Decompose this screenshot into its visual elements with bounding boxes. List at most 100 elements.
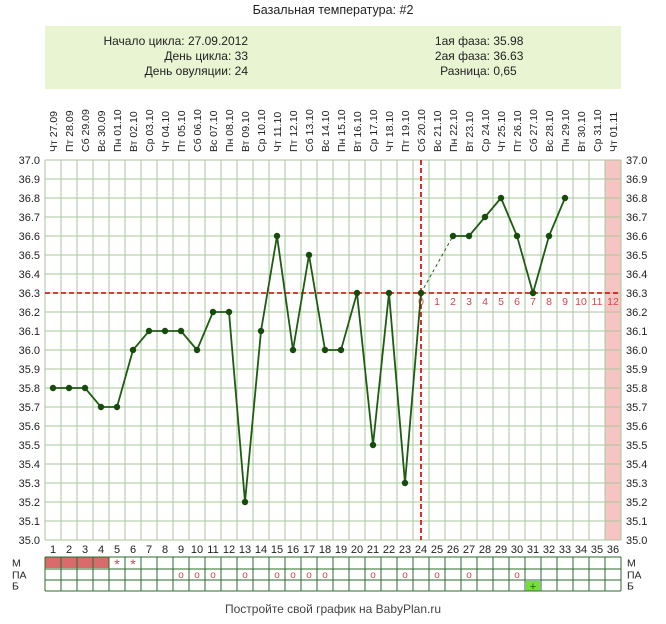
y-tick-label-right: 35.3 (626, 478, 647, 490)
date-label: Вт 23.10 (464, 111, 476, 152)
y-tick-label-right: 35.1 (626, 516, 647, 528)
temperature-point (513, 232, 521, 240)
y-tick-label-left: 36.2 (19, 307, 40, 319)
day-number: 4 (98, 544, 104, 556)
date-label: Ср 03.10 (144, 109, 156, 152)
row-label-left: ПА (12, 570, 27, 582)
y-tick-label-right: 36.2 (626, 307, 647, 319)
footer-link[interactable]: Постройте свой график на BabyPlan.ru (224, 602, 442, 616)
intercourse-mark: o (322, 570, 328, 581)
temperature-point (481, 213, 489, 221)
luteal-day-label: 7 (530, 296, 536, 308)
intercourse-mark: o (274, 570, 280, 581)
date-label: Сб 27.10 (528, 109, 540, 152)
y-tick-label-left: 37.0 (19, 155, 40, 167)
temperature-point (49, 384, 57, 392)
phase1-row: 1ая фаза: 35.98 (434, 34, 524, 48)
menses-cell (45, 557, 62, 568)
temperature-point (353, 289, 361, 297)
temperature-gap-line (420, 235, 454, 294)
date-label: Пн 22.10 (448, 109, 460, 152)
y-tick-label-left: 35.4 (19, 459, 40, 471)
day-number: 19 (335, 544, 347, 556)
y-tick-label-right: 36.9 (626, 174, 647, 186)
intercourse-mark: o (434, 570, 440, 581)
intercourse-mark: o (306, 570, 312, 581)
y-tick-label-right: 35.2 (626, 497, 647, 509)
y-tick-label-right: 36.3 (626, 288, 647, 300)
menses-cell (77, 557, 94, 568)
y-tick-label-right: 35.5 (626, 440, 647, 452)
menses-star: * (130, 556, 136, 572)
day-number: 25 (431, 544, 443, 556)
day-number: 28 (479, 544, 491, 556)
day-number: 24 (415, 544, 427, 556)
temperature-point (145, 327, 153, 335)
day-number: 23 (399, 544, 411, 556)
luteal-day-label: 6 (514, 296, 520, 308)
y-tick-label-left: 35.7 (19, 402, 40, 414)
cycle-day-row: День цикла: 33 (164, 49, 248, 63)
temperature-point (177, 327, 185, 335)
intercourse-mark: o (210, 570, 216, 581)
luteal-day-label: 10 (575, 296, 587, 308)
date-label: Пт 05.10 (176, 110, 188, 152)
y-tick-label-right: 36.7 (626, 212, 647, 224)
date-label: Вт 30.10 (576, 111, 588, 152)
day-number: 12 (223, 544, 235, 556)
y-tick-label-right: 35.6 (626, 421, 647, 433)
date-label: Вт 02.10 (128, 111, 140, 152)
y-tick-label-left: 36.9 (19, 174, 40, 186)
temperature-point (193, 346, 201, 354)
date-label: Вт 09.10 (240, 111, 252, 152)
day-number: 11 (207, 544, 218, 556)
intercourse-mark: o (290, 570, 296, 581)
temperature-point (305, 251, 313, 259)
y-tick-label-right: 35.0 (626, 535, 647, 547)
temperature-point (465, 232, 473, 240)
day-number: 15 (271, 544, 283, 556)
day-number: 16 (287, 544, 299, 556)
temperature-point (65, 384, 73, 392)
temperature-point (417, 289, 425, 297)
date-label: Вт 16.10 (352, 111, 364, 152)
y-tick-label-left: 35.1 (19, 516, 40, 528)
day-number: 20 (351, 544, 363, 556)
y-tick-label-left: 36.6 (19, 231, 40, 243)
intercourse-mark: o (514, 570, 520, 581)
date-label: Ср 24.10 (480, 109, 492, 152)
intercourse-mark: o (178, 570, 184, 581)
phase1-value: 35.98 (493, 34, 524, 48)
temperature-point (129, 346, 137, 354)
y-tick-label-left: 35.0 (19, 535, 40, 547)
intercourse-mark: o (370, 570, 376, 581)
day-number: 3 (82, 544, 88, 556)
day-number: 8 (162, 544, 168, 556)
y-tick-label-right: 36.4 (626, 269, 647, 281)
date-label: Вс 07.10 (208, 110, 220, 152)
date-label: Чт 11.10 (272, 112, 284, 152)
temperature-point (257, 327, 265, 335)
temperature-point (241, 498, 249, 506)
day-number: 31 (527, 544, 539, 556)
y-tick-label-right: 37.0 (626, 155, 647, 167)
day-number: 26 (447, 544, 459, 556)
day-number: 13 (239, 544, 251, 556)
y-tick-label-right: 36.1 (626, 326, 647, 338)
date-label: Чт 18.10 (384, 111, 396, 152)
date-label: Сб 20.10 (416, 109, 428, 152)
temperature-point (497, 194, 505, 202)
date-label: Пн 08.10 (224, 109, 236, 152)
date-label: Вс 30.09 (96, 110, 108, 152)
date-label: Пт 12.10 (288, 110, 300, 152)
phase2-value: 36.63 (493, 49, 524, 63)
y-tick-label-right: 35.4 (626, 459, 647, 471)
phase2-row: 2ая фаза: 36.63 (434, 49, 524, 63)
day-number: 35 (591, 544, 603, 556)
temperature-point (545, 232, 553, 240)
cycle-start-value: 27.09.2012 (187, 34, 248, 48)
temperature-line (453, 196, 566, 297)
ovulation-day-row: День овуляции: 24 (144, 64, 248, 78)
date-label: Чт 27.09 (48, 111, 60, 152)
temperature-point (401, 479, 409, 487)
